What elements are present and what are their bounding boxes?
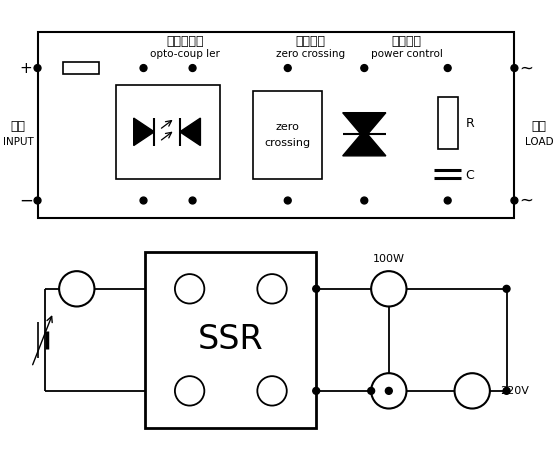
Text: LOAD: LOAD — [525, 137, 553, 147]
Text: power control: power control — [370, 49, 443, 59]
Circle shape — [189, 197, 196, 204]
Text: zero crossing: zero crossing — [276, 49, 345, 59]
Bar — [438, 98, 458, 149]
Text: 100W: 100W — [373, 254, 405, 264]
Bar — [38, 32, 514, 218]
Circle shape — [444, 197, 451, 204]
Text: −: − — [182, 382, 197, 400]
Circle shape — [140, 197, 147, 204]
Text: R: R — [465, 117, 474, 130]
Text: 输入: 输入 — [11, 120, 26, 133]
Text: 输出: 输出 — [532, 120, 547, 133]
Text: C: C — [465, 169, 474, 183]
Circle shape — [34, 197, 41, 204]
Circle shape — [59, 271, 95, 306]
Bar — [116, 85, 220, 179]
Circle shape — [313, 387, 320, 395]
Circle shape — [175, 376, 205, 405]
Bar — [254, 91, 322, 179]
Text: 220V: 220V — [500, 386, 529, 396]
Text: SSR: SSR — [198, 323, 264, 356]
Circle shape — [284, 197, 291, 204]
Text: 过零电路: 过零电路 — [295, 35, 325, 48]
Text: ~: ~ — [265, 280, 279, 298]
Polygon shape — [342, 113, 386, 138]
Circle shape — [361, 197, 368, 204]
Circle shape — [361, 64, 368, 71]
Text: opto-coup ler: opto-coup ler — [150, 49, 220, 59]
Circle shape — [368, 387, 375, 395]
Text: 光电耦合器: 光电耦合器 — [166, 35, 203, 48]
Circle shape — [503, 286, 510, 292]
Text: ~: ~ — [265, 382, 279, 400]
Bar — [146, 252, 316, 428]
Circle shape — [34, 64, 41, 71]
Circle shape — [455, 373, 490, 409]
Circle shape — [385, 387, 392, 395]
Text: ~: ~ — [465, 382, 479, 400]
Circle shape — [189, 64, 196, 71]
Polygon shape — [133, 118, 155, 146]
Circle shape — [284, 64, 291, 71]
Text: +: + — [183, 280, 197, 298]
Text: INPUT: INPUT — [3, 137, 33, 147]
Circle shape — [503, 387, 510, 395]
Text: mA: mA — [67, 282, 87, 295]
Text: crossing: crossing — [265, 138, 311, 148]
Text: V: V — [383, 382, 395, 400]
Circle shape — [175, 274, 205, 304]
Circle shape — [257, 274, 287, 304]
Circle shape — [371, 373, 406, 409]
Circle shape — [371, 271, 406, 306]
Text: +: + — [19, 60, 32, 75]
Polygon shape — [180, 118, 200, 146]
Circle shape — [511, 64, 518, 71]
Text: ~: ~ — [519, 59, 533, 77]
Text: ~: ~ — [519, 192, 533, 209]
Bar — [63, 62, 100, 74]
Text: zero: zero — [276, 122, 300, 132]
Text: 功率控制: 功率控制 — [391, 35, 421, 48]
Polygon shape — [342, 130, 386, 156]
Circle shape — [511, 197, 518, 204]
Text: −: − — [19, 192, 33, 209]
Circle shape — [140, 64, 147, 71]
Circle shape — [257, 376, 287, 405]
Circle shape — [313, 286, 320, 292]
Circle shape — [444, 64, 451, 71]
